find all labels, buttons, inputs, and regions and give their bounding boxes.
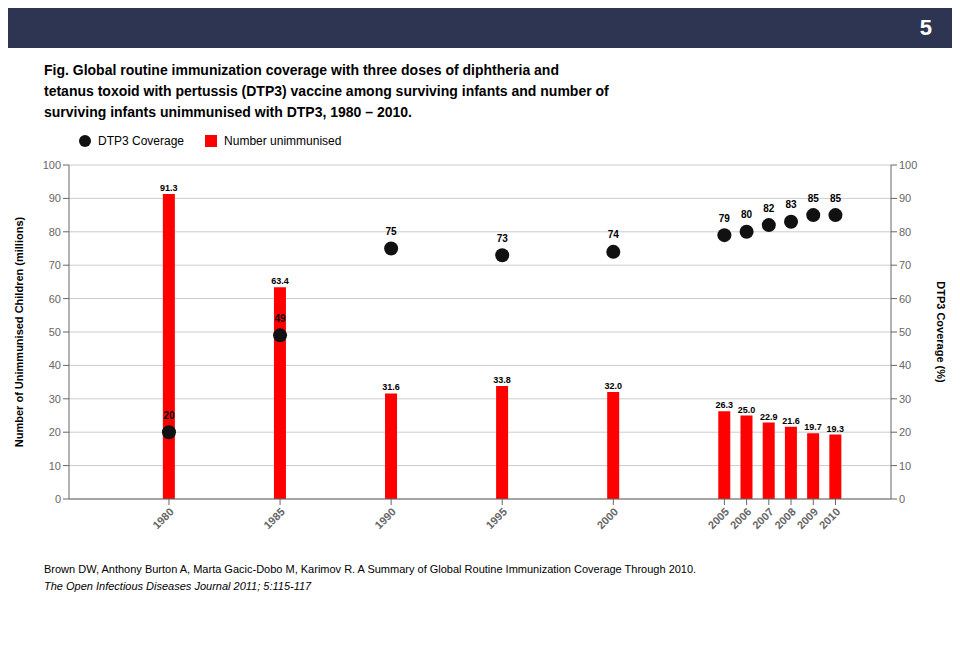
svg-text:30: 30 xyxy=(899,393,911,405)
html-text:surviving infants unimmunised: surviving infants unimmunised with DTP3,… xyxy=(44,104,412,120)
svg-text:25.0: 25.0 xyxy=(738,405,756,415)
svg-text:50: 50 xyxy=(49,326,61,338)
html-text:DTP3 Coverage: DTP3 Coverage xyxy=(98,134,184,148)
svg-text:DTP3 Coverage (%): DTP3 Coverage (%) xyxy=(935,281,947,383)
svg-text:32.0: 32.0 xyxy=(604,381,622,391)
svg-text:80: 80 xyxy=(49,226,61,238)
svg-text:20: 20 xyxy=(49,426,61,438)
svg-text:91.3: 91.3 xyxy=(160,183,178,193)
svg-text:31.6: 31.6 xyxy=(382,382,400,392)
svg-text:20: 20 xyxy=(163,410,175,421)
svg-text:85: 85 xyxy=(830,193,842,204)
svg-text:10: 10 xyxy=(899,460,911,472)
svg-text:Number of Unimmunised Children: Number of Unimmunised Children (millions… xyxy=(13,216,25,447)
svg-text:1985: 1985 xyxy=(261,505,287,531)
svg-text:60: 60 xyxy=(899,293,911,305)
svg-text:60: 60 xyxy=(49,293,61,305)
svg-text:1995: 1995 xyxy=(483,505,509,531)
svg-text:90: 90 xyxy=(899,192,911,204)
html-text:5: 5 xyxy=(919,15,932,40)
svg-text:100: 100 xyxy=(43,159,61,171)
svg-text:70: 70 xyxy=(49,259,61,271)
svg-text:40: 40 xyxy=(49,359,61,371)
svg-text:1980: 1980 xyxy=(150,505,176,531)
svg-text:49: 49 xyxy=(274,313,286,324)
svg-text:100: 100 xyxy=(899,159,917,171)
svg-text:30: 30 xyxy=(49,393,61,405)
svg-text:82: 82 xyxy=(763,203,775,214)
svg-text:2007: 2007 xyxy=(750,505,776,531)
svg-text:0: 0 xyxy=(55,493,61,505)
svg-text:40: 40 xyxy=(899,359,911,371)
svg-text:33.8: 33.8 xyxy=(493,375,511,385)
svg-text:20: 20 xyxy=(899,426,911,438)
svg-text:1990: 1990 xyxy=(372,505,398,531)
svg-text:2010: 2010 xyxy=(817,505,843,531)
svg-text:26.3: 26.3 xyxy=(716,400,734,410)
svg-text:85: 85 xyxy=(808,193,820,204)
svg-text:90: 90 xyxy=(49,192,61,204)
svg-text:70: 70 xyxy=(899,259,911,271)
svg-text:22.9: 22.9 xyxy=(760,412,778,422)
svg-text:75: 75 xyxy=(386,226,398,237)
svg-text:2000: 2000 xyxy=(594,505,620,531)
svg-text:19.7: 19.7 xyxy=(804,422,822,432)
svg-text:63.4: 63.4 xyxy=(271,276,289,286)
svg-text:2006: 2006 xyxy=(728,505,754,531)
html-text:Number unimmunised: Number unimmunised xyxy=(224,134,342,148)
svg-text:19.3: 19.3 xyxy=(827,424,845,434)
svg-text:2009: 2009 xyxy=(794,505,820,531)
svg-text:2005: 2005 xyxy=(706,505,732,531)
svg-text:74: 74 xyxy=(608,229,620,240)
html-text:Brown DW, Anthony Burton A, Ma: Brown DW, Anthony Burton A, Marta Gacic-… xyxy=(44,563,697,575)
svg-text:0: 0 xyxy=(899,493,905,505)
svg-text:80: 80 xyxy=(899,226,911,238)
svg-text:2008: 2008 xyxy=(772,505,798,531)
html-text:tetanus toxoid with pertussis: tetanus toxoid with pertussis (DTP3) vac… xyxy=(44,83,609,99)
svg-text:21.6: 21.6 xyxy=(782,416,800,426)
svg-text:10: 10 xyxy=(49,460,61,472)
html-text:The Open Infectious Diseases J: The Open Infectious Diseases Journal 201… xyxy=(44,580,312,592)
svg-text:79: 79 xyxy=(719,213,731,224)
svg-text:50: 50 xyxy=(899,326,911,338)
html-text:Fig. Global routine immunizati: Fig. Global routine immunization coverag… xyxy=(44,62,559,78)
svg-text:80: 80 xyxy=(741,209,753,220)
svg-text:73: 73 xyxy=(497,233,509,244)
svg-text:83: 83 xyxy=(785,199,797,210)
